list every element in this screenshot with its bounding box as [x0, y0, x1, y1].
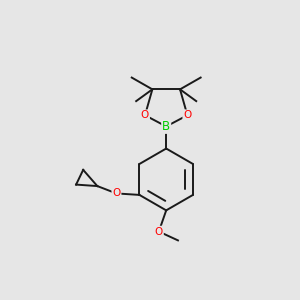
- Text: O: O: [112, 188, 121, 198]
- Text: O: O: [183, 110, 191, 120]
- Text: O: O: [155, 226, 163, 237]
- Text: B: B: [162, 120, 170, 133]
- Text: O: O: [141, 110, 149, 120]
